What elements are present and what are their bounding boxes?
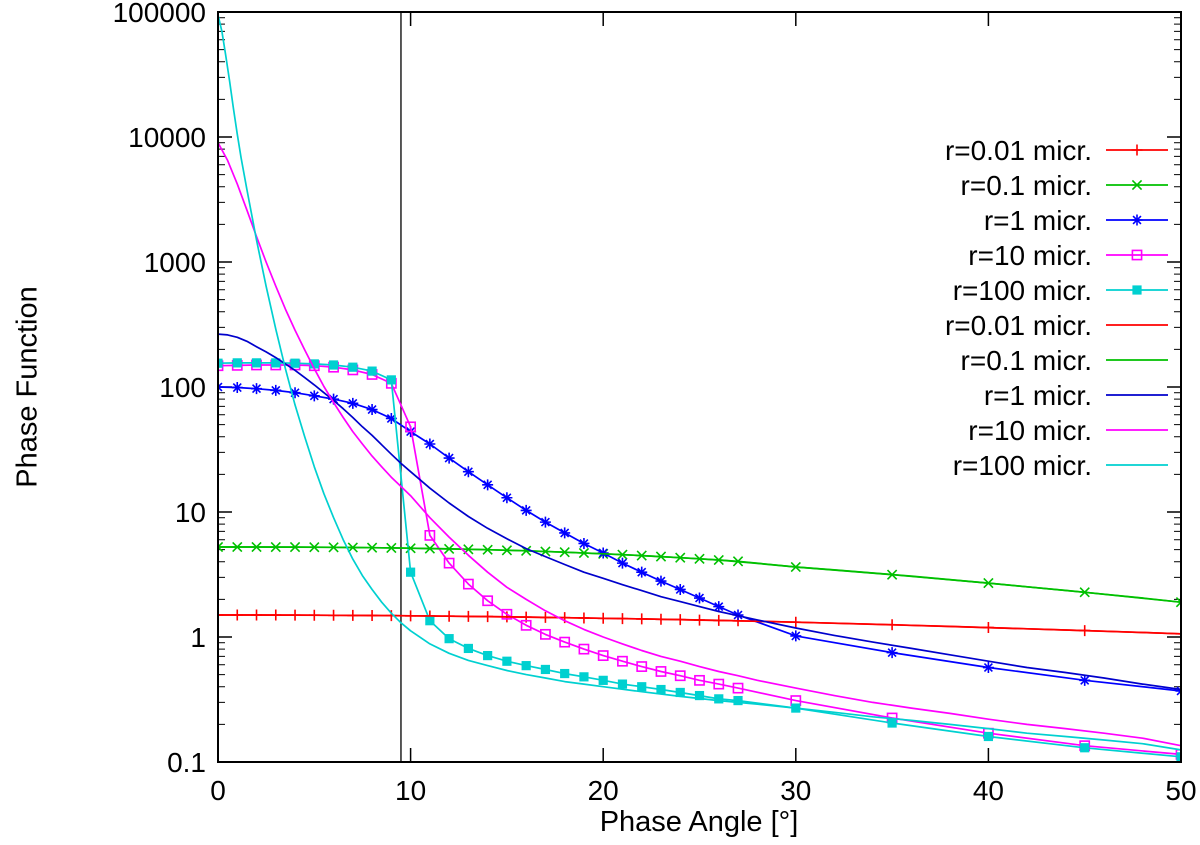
- series-0-r0.01micr.: [217, 609, 1182, 640]
- legend-label: r=10 micr.: [968, 415, 1092, 446]
- x-tick-label: 40: [973, 775, 1004, 806]
- y-tick-label: 10000: [128, 122, 206, 153]
- y-tick-label: 10: [175, 497, 206, 528]
- legend-label: r=0.1 micr.: [961, 345, 1092, 376]
- legend-label: r=100 micr.: [953, 275, 1092, 306]
- x-tick-label: 20: [588, 775, 619, 806]
- y-tick-label: 1: [190, 622, 206, 653]
- x-tick-label: 30: [780, 775, 811, 806]
- y-tick-label: 100000: [113, 0, 206, 28]
- y-tick-label: 0.1: [167, 747, 206, 778]
- plot-series: [217, 14, 1182, 762]
- plot-border: [217, 11, 1182, 763]
- series-4-r100micr.: [217, 358, 1182, 762]
- y-axis-label: Phase Function: [11, 286, 44, 488]
- series-9-r100micr.: [217, 14, 1182, 751]
- series-8-r10micr.: [217, 142, 1182, 747]
- legend-label: r=1 micr.: [984, 205, 1092, 236]
- x-tick-label: 0: [210, 775, 226, 806]
- series-5-r0.01micr.: [218, 614, 1182, 635]
- legend-label: r=10 micr.: [968, 240, 1092, 271]
- y-tick-label: 100: [159, 372, 206, 403]
- series-7-r1micr.: [217, 333, 1182, 691]
- y-tick-label: 1000: [144, 247, 206, 278]
- x-tick-label: 50: [1165, 775, 1196, 806]
- legend-label: r=0.01 micr.: [945, 310, 1092, 341]
- x-axis-label: Phase Angle [°]: [599, 806, 799, 838]
- series-6-r0.1micr.: [218, 546, 1182, 604]
- legend: r=0.01 micr. r=0.1 micr. r=1 micr. r=10 mic…: [945, 135, 1168, 481]
- axes: 0 10 20 30 40 50 0.1 1 10 100 1000 10000 100000: [113, 0, 1197, 806]
- x-tick-label: 10: [395, 775, 426, 806]
- legend-label: r=0.1 micr.: [961, 170, 1092, 201]
- legend-label: r=1 micr.: [984, 380, 1092, 411]
- legend-label: r=100 micr.: [953, 450, 1092, 481]
- legend-label: r=0.01 micr.: [945, 135, 1092, 166]
